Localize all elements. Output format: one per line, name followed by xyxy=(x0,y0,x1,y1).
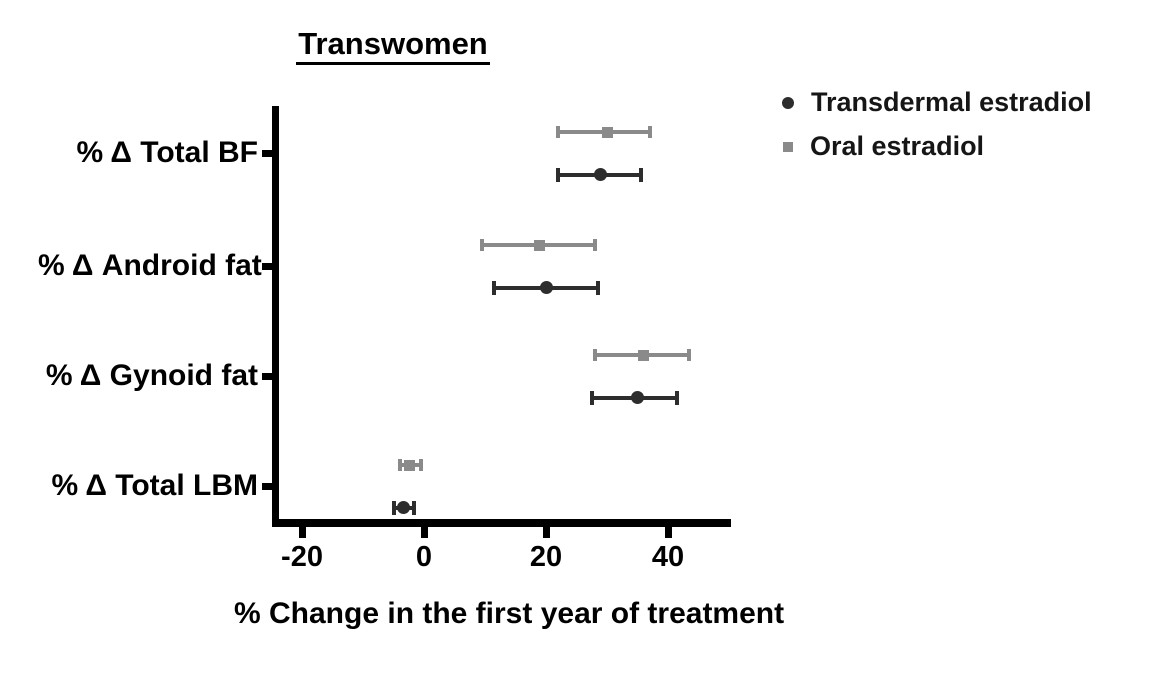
chart-title-text: Transwomen xyxy=(296,26,490,65)
y-axis-label: % Δ Gynoid fat xyxy=(45,359,258,392)
error-bar-cap-right xyxy=(647,126,652,138)
error-bar-cap-right xyxy=(687,349,692,361)
error-bar-cap-left xyxy=(592,349,597,361)
y-axis-line xyxy=(272,106,279,527)
legend-label: Transdermal estradiol xyxy=(811,87,1092,117)
circle-data-marker xyxy=(594,168,608,181)
x-axis-line xyxy=(272,519,731,527)
x-axis-title: % Change in the first year of treatment xyxy=(234,597,785,630)
square-data-marker xyxy=(638,349,650,361)
x-tick-label: 40 xyxy=(651,541,685,573)
y-axis-label: % Δ Total BF xyxy=(76,136,258,169)
x-tick-label: -20 xyxy=(281,541,323,573)
error-bar-cap-left xyxy=(397,459,402,471)
y-axis-tick xyxy=(262,149,272,157)
square-data-marker xyxy=(601,126,613,138)
chart-title: Transwomen xyxy=(240,26,546,65)
x-tick-label: 20 xyxy=(529,541,563,573)
error-bar-cap-right xyxy=(638,167,643,182)
x-tick-label: 0 xyxy=(415,541,433,573)
error-bar-cap-right xyxy=(418,459,423,471)
y-axis-label: % Δ Android fat xyxy=(38,249,262,282)
x-axis-tick xyxy=(664,527,672,538)
legend: Transdermal estradiol Oral estradiol xyxy=(782,87,1092,161)
y-axis-tick xyxy=(262,372,272,380)
circle-data-marker xyxy=(397,501,411,514)
error-bar-cap-left xyxy=(556,126,561,138)
legend-item-transdermal: Transdermal estradiol xyxy=(782,87,1092,117)
y-axis-tick xyxy=(262,262,272,270)
error-bar-cap-right xyxy=(595,280,600,295)
y-axis-label: % Δ Total LBM xyxy=(51,469,258,502)
circle-data-marker xyxy=(631,391,644,404)
error-bar-cap-right xyxy=(592,239,597,251)
error-bar-cap-right xyxy=(675,390,680,405)
square-data-marker xyxy=(534,239,546,251)
square-data-marker xyxy=(404,459,416,471)
x-axis-tick xyxy=(298,527,306,538)
error-bar-cap-left xyxy=(589,390,594,405)
square-marker-icon xyxy=(783,141,793,152)
circle-data-marker xyxy=(539,281,553,294)
circle-marker-icon xyxy=(782,96,794,109)
x-axis-tick xyxy=(542,527,550,538)
error-bar-cap-left xyxy=(479,239,484,251)
error-bar-cap-left xyxy=(556,167,561,182)
x-axis-tick xyxy=(420,527,428,538)
y-axis-tick xyxy=(262,482,272,490)
legend-label: Oral estradiol xyxy=(810,131,985,161)
error-bar-cap-left xyxy=(391,500,396,515)
error-bar-cap-left xyxy=(492,280,497,295)
legend-item-oral: Oral estradiol xyxy=(782,131,1092,161)
error-bar-cap-right xyxy=(412,500,417,515)
